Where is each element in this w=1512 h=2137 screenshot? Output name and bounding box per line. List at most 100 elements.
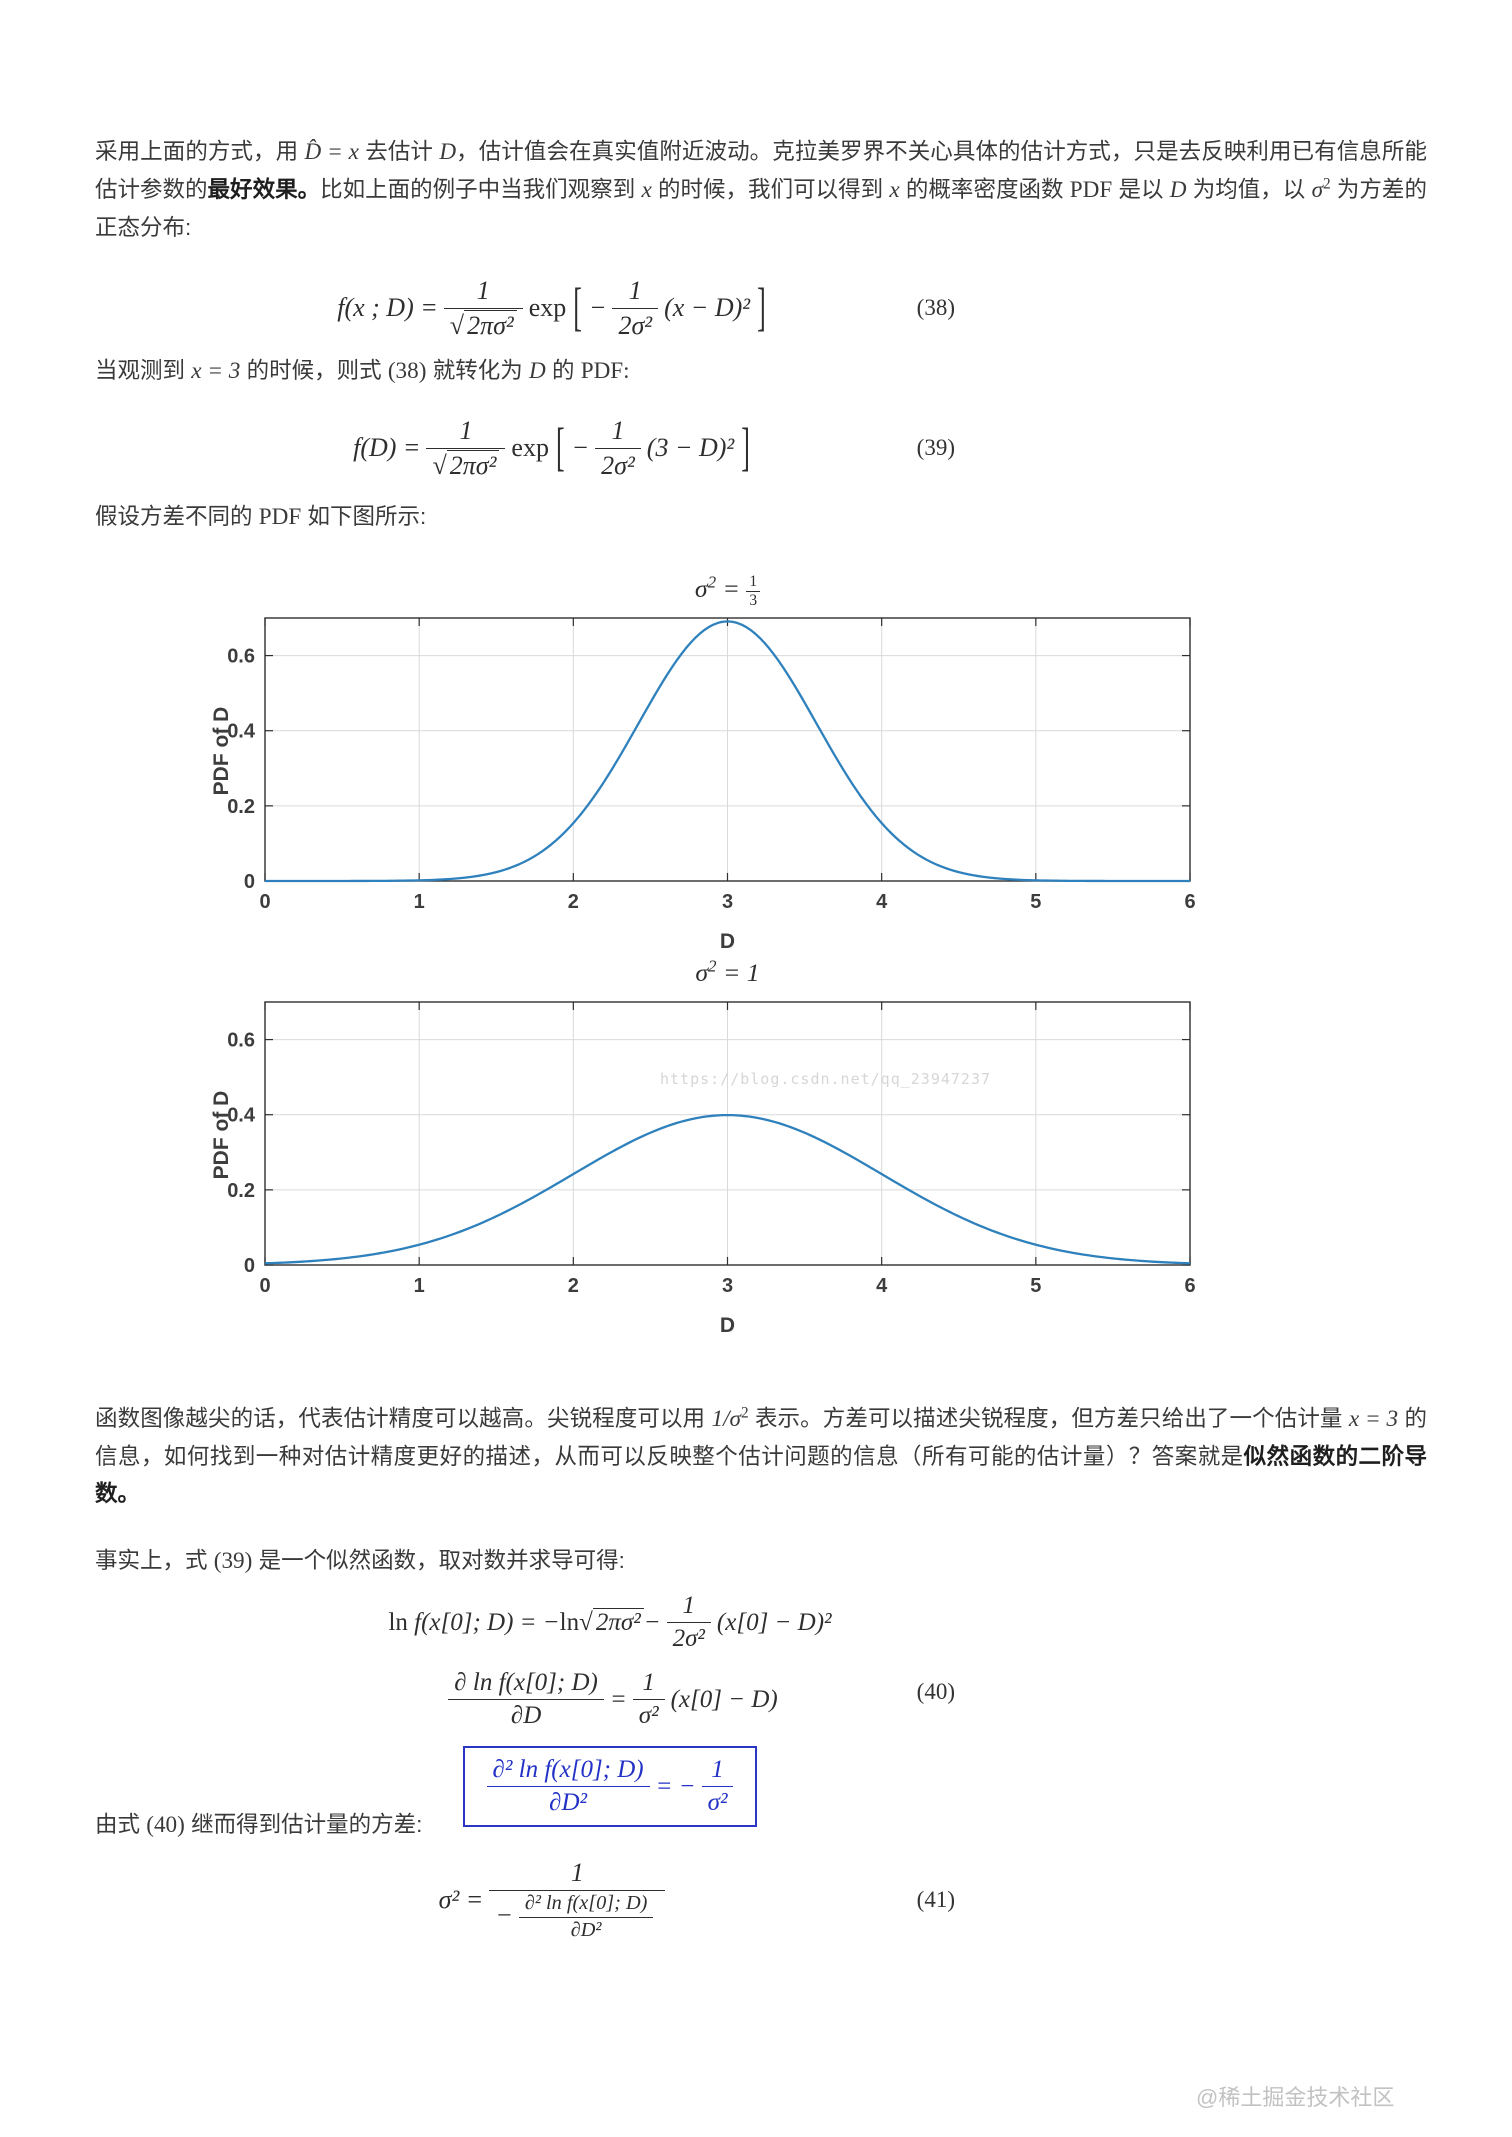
text-segment: 事实上，式 <box>95 1548 214 1573</box>
eq41-inner-num: ∂² ln f(x[0]; D) <box>518 1891 654 1918</box>
eq39-radicand: 2πσ² <box>446 449 500 480</box>
text-segment: 比如上面的例子中当我们观察到 <box>320 177 642 202</box>
text-segment: PDF <box>258 504 302 530</box>
svg-text:6: 6 <box>1184 891 1195 912</box>
equation-38: f(x ; D) = 1 √ 2πσ² exp [ − 1 2σ² (x − D)… <box>95 262 955 354</box>
eq38-denominator: √ 2πσ² <box>444 309 523 342</box>
svg-text:4: 4 <box>876 1275 888 1296</box>
paragraph-variance: 由式 (40) 继而得到估计量的方差: <box>95 1806 1427 1844</box>
pdf-plot: 0 1 2 3 4 5 6 0 0.2 0.4 0.6 <box>227 1001 1196 1297</box>
text-segment: 去估计 <box>358 139 440 164</box>
svg-text:6: 6 <box>1184 1275 1195 1296</box>
text-segment: = 1 <box>716 958 760 987</box>
eq40-l2-dden: ∂D <box>510 1702 542 1729</box>
paragraph-pdf-figure: 假设方差不同的 PDF 如下图所示: <box>95 498 1427 536</box>
svg-text:2: 2 <box>568 1275 579 1296</box>
svg-text:2: 2 <box>568 891 579 912</box>
eq41-denominator: − ∂² ln f(x[0]; D) ∂D² <box>489 1891 665 1944</box>
svg-text:0: 0 <box>259 891 270 912</box>
plot-area: 0 1 2 3 4 5 6 0 0.2 0.4 0.6 <box>190 994 1200 1297</box>
eq40-l1-tail: (x[0] − D)² <box>716 1608 832 1636</box>
left-bracket-icon: [ <box>573 277 582 337</box>
text-segment: 是一个似然函数，取对数并求导可得: <box>252 1548 625 1573</box>
text-segment: 是以 <box>1112 177 1170 202</box>
eq41-lhs: σ² = <box>438 1885 484 1914</box>
equation-41: σ² = 1 − ∂² ln f(x[0]; D) ∂D² (41) <box>95 1845 955 1955</box>
eq40-l2-dnum: ∂ ln f(x[0]; D) <box>448 1667 604 1700</box>
text-segment: PDF: <box>580 358 630 384</box>
svg-text:1: 1 <box>414 1275 425 1296</box>
ln-operator: ln <box>559 1608 580 1636</box>
eq40-l2-tail: (x[0] − D) <box>670 1685 778 1713</box>
svg-text:0.6: 0.6 <box>227 1030 255 1052</box>
eq40-l1-den: 2σ² <box>672 1625 705 1652</box>
eq38-tail: (x − D)² <box>664 293 751 322</box>
eq39-exp: exp <box>511 433 549 462</box>
eq39-denominator: √ 2πσ² <box>426 449 505 482</box>
text-segment: 为均值，以 <box>1186 177 1312 202</box>
text-segment: D <box>528 358 546 384</box>
text-segment: (39) <box>213 1548 253 1574</box>
sqrt-icon: √ <box>449 310 465 340</box>
left-bracket-icon: [ <box>555 417 565 477</box>
text-segment: D <box>439 139 457 165</box>
equation-39: f(D) = 1 √ 2πσ² exp [ − 1 2σ² (3 − D)² ] … <box>95 402 955 494</box>
eq41-numerator: 1 <box>489 1856 666 1891</box>
svg-text:0: 0 <box>259 1275 270 1296</box>
eq39-fraction: 1 √ 2πσ² <box>426 414 506 482</box>
text-segment: = <box>716 574 747 603</box>
text-segment: 2 <box>707 572 717 592</box>
text-segment: σ <box>695 958 709 987</box>
text-segment: 的时候，则式 <box>240 358 388 383</box>
eq40-line1: ln f(x[0]; D) = − ln √ 2πσ² − 1 2σ² (x[0] −… <box>388 1590 831 1655</box>
paragraph-observe: 当观测到 x = 3 的时候，则式 (38) 就转化为 D 的 PDF: <box>95 352 1427 390</box>
text-segment: PDF <box>1069 177 1113 203</box>
pdf-curve <box>264 1113 1191 1265</box>
x-axis-label: D <box>719 1314 736 1337</box>
x-axis-label: D <box>719 930 736 953</box>
eq40-second-derivative-fraction: ∂² ln f(x[0]; D) ∂D² <box>486 1754 650 1819</box>
y-axis-label: PDF of D <box>210 1090 233 1180</box>
svg-text:0.2: 0.2 <box>227 1180 255 1202</box>
eq38-fraction: 1 √ 2πσ² <box>443 274 523 342</box>
eq38-numerator: 1 <box>443 274 523 309</box>
eq38-inner-den: 2σ² <box>618 310 653 340</box>
eq40-l1-arg: f(x[0]; D) = − <box>414 1608 560 1636</box>
chart-watermark: https://blog.csdn.net/qq_23947237 <box>660 1070 992 1088</box>
text-segment: 为方差的正态分布: <box>95 177 1427 240</box>
text-segment: 1/σ <box>711 1406 741 1432</box>
equation-number-40: (40) <box>916 1679 955 1704</box>
eq38-radicand: 2πσ² <box>464 309 517 340</box>
paragraph-intro: 采用上面的方式，用 D̂ = x 去估计 D，估计值会在真实值附近波动。克拉美罗… <box>95 133 1427 246</box>
text-segment: x <box>889 177 900 203</box>
text-segment: 如下图所示: <box>301 504 427 529</box>
text-segment: 的信息，如何找到一种对估计精度更好的描述，从而可以反映整个估计问题的信息（所有可… <box>95 1406 1427 1469</box>
pdf-curve <box>265 620 1190 883</box>
eq40-radicand: 2πσ² <box>592 1607 644 1636</box>
eq40-l2-den: σ² <box>638 1702 659 1729</box>
text-segment: D <box>1169 177 1187 203</box>
eq40-l1-minus: − <box>643 1608 661 1636</box>
text-segment: 假设方差不同的 <box>95 504 259 529</box>
svg-text:0.4: 0.4 <box>227 1105 256 1127</box>
paragraph-sharpness: 函数图像越尖的话，代表估计精度可以越高。尖锐程度可以用 1/σ2 表示。方差可以… <box>95 1400 1427 1512</box>
sqrt-icon: √ <box>432 450 447 480</box>
text-segment: 当观测到 <box>95 358 192 383</box>
text-segment: (40) <box>146 1812 185 1838</box>
eq41-inner-den: ∂D² <box>570 1918 602 1941</box>
eq39-inner-num: 1 <box>595 414 641 449</box>
text-segment: 的 <box>545 358 581 383</box>
eq40-l3-dden: ∂D² <box>549 1789 588 1816</box>
text-segment: 最好效果。 <box>207 177 321 202</box>
svg-text:0: 0 <box>244 871 255 893</box>
eq39-numerator: 1 <box>426 414 506 449</box>
eq40-l3-num: 1 <box>701 1754 734 1787</box>
text-segment: 表示。方差可以描述尖锐程度，但方差只给出了一个估计量 <box>748 1406 1349 1431</box>
equation-number-41: (41) <box>916 1887 955 1912</box>
chart-variance-one: σ2 = 1 PDF of D 0 1 2 3 4 5 6 0 0.2 0.4 0.6 https:… <box>190 952 1200 1338</box>
eq41-inner-fraction: ∂² ln f(x[0]; D) ∂D² <box>518 1891 654 1944</box>
svg-text:0: 0 <box>244 1255 255 1277</box>
